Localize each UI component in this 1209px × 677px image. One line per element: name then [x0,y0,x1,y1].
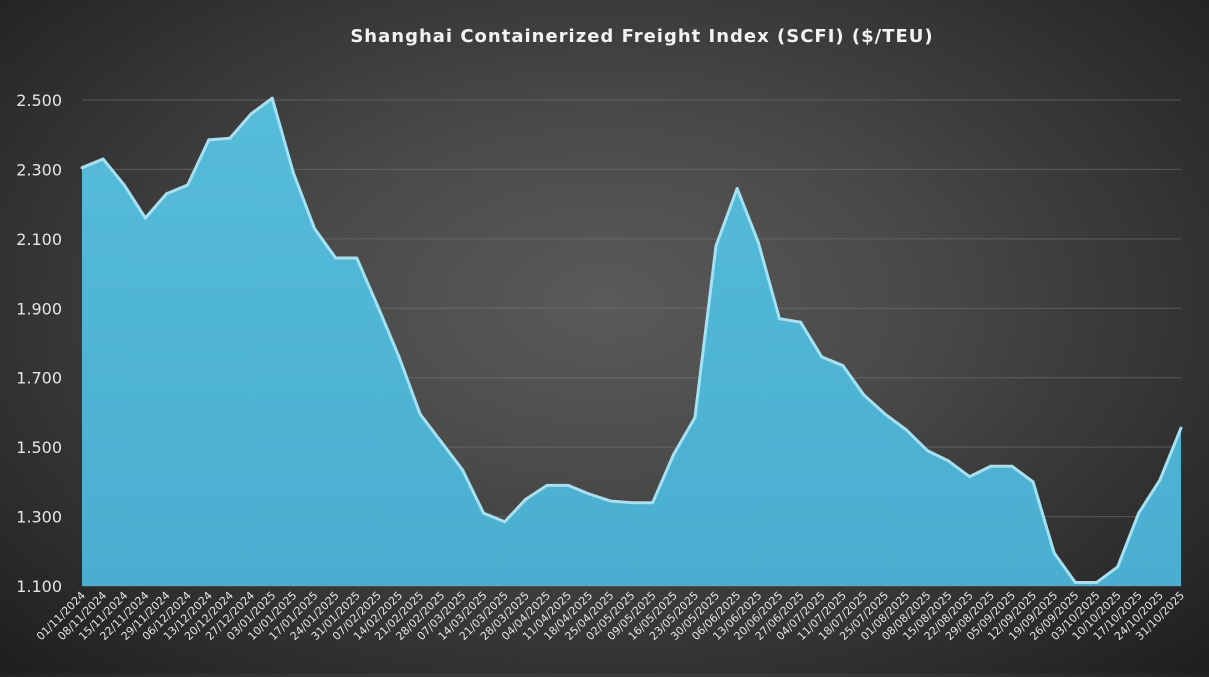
data-point [207,138,211,142]
y-tick-label: 1.100 [16,577,62,596]
data-point [947,459,951,463]
data-point [1031,480,1035,484]
data-point [186,183,190,187]
data-point [165,192,169,196]
data-point [587,492,591,496]
data-point [925,449,929,453]
data-point [820,355,824,359]
y-tick-label: 2.100 [16,230,62,249]
data-point [460,468,464,472]
x-axis-ticks: 01/11/202408/11/202415/11/202422/11/2024… [34,589,1187,643]
y-tick-label: 1.500 [16,438,62,457]
y-tick-label: 1.700 [16,369,62,388]
data-point [397,355,401,359]
data-point [735,187,739,191]
data-point [376,305,380,309]
data-point [777,317,781,321]
data-point [355,256,359,260]
data-point [1116,565,1120,569]
data-point [1052,551,1056,555]
data-point [1137,511,1141,515]
data-point [968,475,972,479]
chart-title: Shanghai Containerized Freight Index (SC… [350,26,933,47]
data-point [841,364,845,368]
data-point [503,520,507,524]
data-point [1073,581,1077,585]
data-point [714,244,718,248]
area-fill [82,98,1181,586]
data-point [693,416,697,420]
data-point [101,157,105,161]
data-point [672,452,676,456]
y-tick-label: 1.300 [16,508,62,527]
data-point [862,393,866,397]
data-point [524,497,528,501]
data-point [545,483,549,487]
data-point [439,440,443,444]
data-point [418,412,422,416]
data-point [883,412,887,416]
data-point [799,320,803,324]
data-point [334,256,338,260]
y-axis-ticks: 1.100 1.300 1.500 1.700 1.900 2.100 2.300 2.500 [16,91,62,596]
data-point [482,511,486,515]
data-point [608,499,612,503]
data-point [291,171,295,175]
y-tick-label: 2.300 [16,160,62,179]
data-point [122,183,126,187]
data-point [143,216,147,220]
data-point [1010,464,1014,468]
data-point [1179,426,1183,430]
data-point [312,226,316,230]
data-point [904,428,908,432]
data-point [80,166,84,170]
data-point [270,96,274,100]
area-series [80,96,1183,586]
data-point [651,501,655,505]
data-point [630,501,633,505]
data-point [756,240,760,244]
data-point [1094,581,1098,585]
data-point [566,483,570,487]
y-tick-label: 2.500 [16,91,62,110]
data-point [1158,478,1162,482]
y-tick-label: 1.900 [16,299,62,318]
data-point [249,112,253,116]
data-point [228,136,232,140]
data-point [989,464,993,468]
